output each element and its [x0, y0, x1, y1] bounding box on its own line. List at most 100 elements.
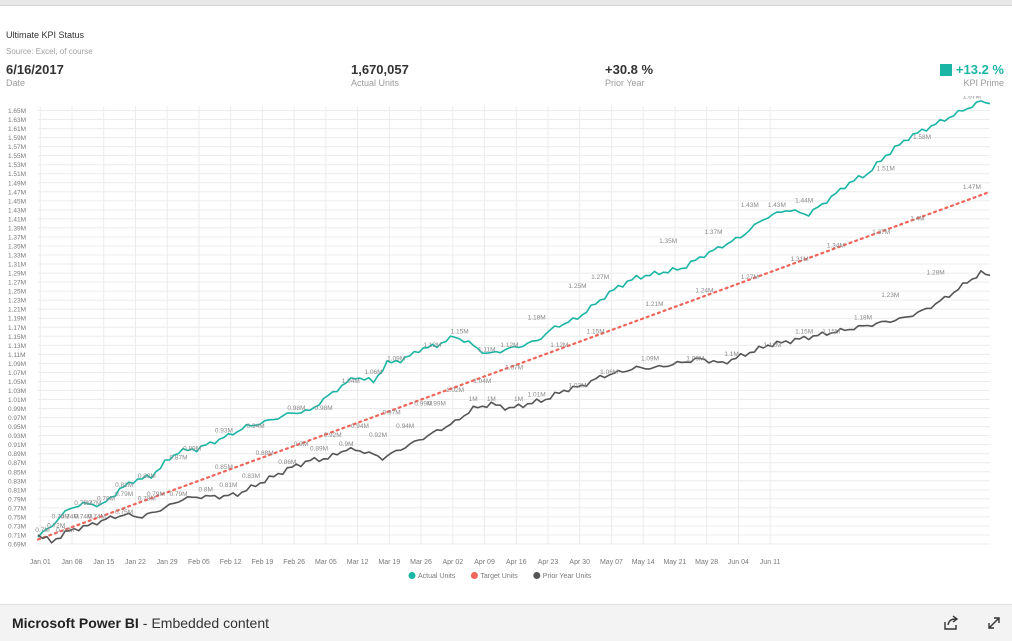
kpi-status-square [939, 63, 952, 76]
footer-subtitle: Embedded content [151, 615, 269, 631]
data-label: 0.99M [414, 401, 432, 408]
kpi-actual-units-value: 1,670,057 [351, 62, 409, 77]
data-label: 1.4M [910, 215, 924, 222]
y-tick-label: 1.13M [8, 343, 26, 350]
data-label: 1.15M [795, 328, 813, 335]
y-tick-label: 1.47M [8, 189, 26, 196]
data-label: 1.21M [645, 301, 663, 308]
kpi-date-label: Date [6, 78, 26, 88]
y-tick-label: 0.83M [8, 478, 26, 485]
data-label: 0.99M [428, 401, 446, 408]
data-label: 0.87M [169, 455, 187, 462]
y-tick-label: 1.05M [8, 379, 26, 386]
data-label: 1.04M [342, 378, 360, 385]
data-label: 1.51M [877, 166, 895, 173]
y-tick-label: 1.57M [8, 144, 26, 151]
data-label: 0.74M [61, 513, 79, 520]
y-tick-label: 0.71M [8, 532, 26, 539]
kpi-prime-value: +13.2 % [955, 62, 1004, 77]
y-tick-label: 0.73M [8, 523, 26, 530]
x-tick-label: May 14 [632, 559, 655, 566]
data-label: 0.89M [183, 446, 201, 453]
data-label: 1.06M [600, 369, 618, 376]
report-title: Ultimate KPI Status [6, 30, 85, 40]
data-label: 0.78M [138, 495, 156, 502]
data-label: 1.03M [568, 382, 586, 389]
series-line-actual-units [37, 100, 991, 538]
data-label: 0.78M [97, 495, 115, 502]
y-tick-label: 1.45M [8, 198, 26, 205]
data-label: 1.43M [741, 202, 759, 209]
data-label: 1.15M [451, 328, 469, 335]
kpi-prime-label: KPI Prime [963, 78, 1004, 88]
y-tick-label: 1.43M [8, 207, 26, 214]
data-label: 1.24M [695, 288, 713, 295]
y-tick-label: 1.29M [8, 271, 26, 278]
data-label: 0.94M [351, 423, 369, 430]
data-label: 1.27M [591, 274, 609, 281]
y-tick-label: 1.17M [8, 325, 26, 332]
y-tick-label: 0.87M [8, 460, 26, 467]
y-tick-label: 0.79M [8, 496, 26, 503]
data-label: 1M [514, 396, 523, 403]
y-tick-label: 1.15M [8, 334, 26, 341]
x-tick-label: Jan 22 [125, 559, 146, 566]
data-label: 0.7M [35, 527, 49, 534]
data-label: 1.58M [913, 134, 931, 141]
data-label: 0.8M [199, 486, 213, 493]
data-label: 0.85M [215, 464, 233, 471]
kpi-actual-units-label: Actual Units [351, 78, 400, 88]
data-label: 0.93M [215, 428, 233, 435]
data-label: 0.74M [74, 513, 92, 520]
expand-icon [988, 617, 1000, 629]
data-label: 1.04M [473, 378, 491, 385]
x-tick-label: Jan 01 [30, 559, 51, 566]
data-label: 1M [469, 396, 478, 403]
x-tick-label: Jan 29 [157, 559, 178, 566]
data-label: 1.09M [641, 355, 659, 362]
data-label: 0.79M [115, 491, 133, 498]
data-label: 1.18M [854, 315, 872, 322]
data-label: 1.44M [795, 197, 813, 204]
x-tick-label: Jun 04 [728, 559, 749, 566]
data-label: 1.47M [963, 184, 981, 191]
x-tick-label: Mar 12 [347, 559, 369, 566]
y-tick-label: 1.03M [8, 388, 26, 395]
y-tick-label: 0.69M [8, 542, 26, 549]
y-tick-label: 0.85M [8, 469, 26, 476]
data-label: 0.71M [56, 527, 74, 534]
data-label: 1.09M [686, 355, 704, 362]
y-tick-label: 0.89M [8, 451, 26, 458]
data-label: 0.74M [88, 513, 106, 520]
y-tick-label: 1.59M [8, 135, 26, 142]
expand-button[interactable] [984, 613, 1004, 633]
y-tick-label: 1.07M [8, 370, 26, 377]
top-border [0, 0, 1012, 6]
data-label: 1.34M [827, 242, 845, 249]
data-label: 1.09M [387, 355, 405, 362]
legend-marker [533, 572, 541, 579]
y-tick-label: 1.41M [8, 216, 26, 223]
x-tick-label: Mar 05 [315, 559, 337, 566]
x-tick-label: Feb 05 [188, 559, 210, 566]
data-label: 1.12M [423, 342, 441, 349]
y-tick-label: 1.37M [8, 234, 26, 241]
data-label: 0.72M [47, 522, 65, 529]
y-tick-label: 1.31M [8, 262, 26, 269]
kpi-prior-year: +30.8 % Prior Year [605, 62, 653, 88]
data-label: 0.9M [339, 441, 353, 448]
y-tick-label: 1.63M [8, 117, 26, 124]
legend-marker [470, 572, 478, 579]
y-tick-label: 1.55M [8, 153, 26, 160]
data-label: 1.1M [724, 351, 738, 358]
data-label: 1.37M [704, 229, 722, 236]
share-button[interactable] [941, 613, 961, 633]
data-label: 0.79M [169, 491, 187, 498]
footer-separator: - [142, 615, 148, 631]
y-tick-label: 1.27M [8, 280, 26, 287]
data-label: 1.43M [768, 202, 786, 209]
data-label: 1.15M [587, 328, 605, 335]
kpi-actual-units: 1,670,057 Actual Units [351, 62, 409, 88]
data-label: 0.92M [369, 432, 387, 439]
data-label: 0.77M [83, 500, 101, 507]
